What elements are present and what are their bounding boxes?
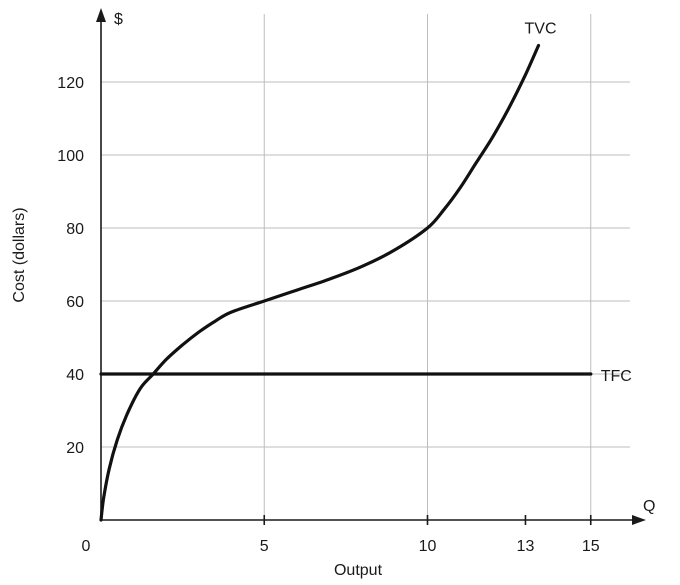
- y-tick-label: 60: [66, 294, 84, 311]
- x-tick-label: 13: [517, 538, 535, 555]
- x-axis-symbol: Q: [643, 498, 655, 515]
- x-tick-label: 10: [419, 538, 437, 555]
- y-tick-label: 20: [66, 440, 84, 457]
- x-tick-label: 5: [260, 538, 269, 555]
- y-axis-label: Cost (dollars): [11, 207, 28, 302]
- tvc-curve: [99, 43, 541, 522]
- x-axis-label: Output: [334, 562, 383, 579]
- tvc-label: TVC: [525, 21, 557, 38]
- series-layer: TVC TFC: [99, 21, 632, 522]
- axes-layer: $ Q Output Cost (dollars): [11, 8, 655, 579]
- y-tick-label: 120: [57, 75, 84, 92]
- ticks-layer: 0 5 10 13 15 20 40 60 80 100 120: [57, 75, 599, 555]
- y-tick-label: 80: [66, 221, 84, 238]
- x-tick-label: 0: [82, 538, 91, 555]
- y-axis-symbol: $: [114, 11, 123, 28]
- x-tick-label: 15: [582, 538, 600, 555]
- tfc-label: TFC: [601, 368, 632, 385]
- grid-layer: [101, 14, 630, 520]
- y-tick-label: 100: [57, 148, 84, 165]
- y-tick-label: 40: [66, 367, 84, 384]
- x-axis-arrow-icon: [632, 515, 646, 525]
- y-axis-arrow-icon: [96, 8, 106, 22]
